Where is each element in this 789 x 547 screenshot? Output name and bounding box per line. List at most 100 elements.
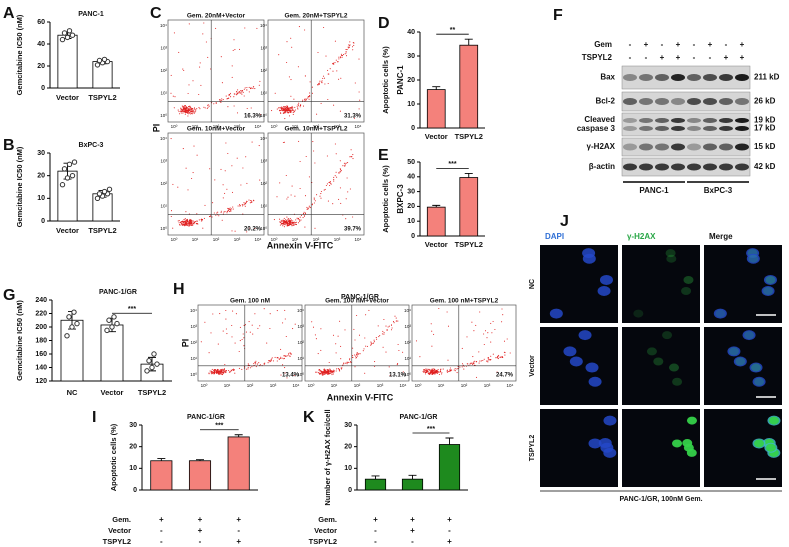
blot-band <box>655 74 669 81</box>
flow-dot <box>223 371 225 373</box>
flow-dot <box>365 314 367 316</box>
flow-dot <box>279 106 281 108</box>
flow-dot <box>191 113 193 115</box>
flow-dot <box>446 369 448 371</box>
row-label: Vector <box>529 355 536 377</box>
flow-dot <box>233 105 235 107</box>
flow-dot <box>286 61 288 64</box>
flow-dot <box>292 107 294 109</box>
flow-dot <box>225 142 227 144</box>
flow-dot <box>202 33 204 35</box>
flow-dot <box>438 371 440 373</box>
condition-sign: + <box>740 40 745 49</box>
flow-dot <box>345 362 347 364</box>
flow-dot <box>179 224 181 226</box>
x-tick-label: 10² <box>354 383 361 388</box>
flow-dot <box>461 347 463 349</box>
flow-dot <box>215 371 217 373</box>
foci <box>653 357 664 366</box>
flow-dot <box>221 82 223 84</box>
flow-dot <box>296 105 298 107</box>
flow-dot <box>357 355 359 357</box>
flow-dot <box>224 211 226 213</box>
flow-dot <box>441 373 443 375</box>
flow-dot <box>183 109 185 111</box>
condition-sign: + <box>708 40 713 49</box>
flow-dot <box>170 215 172 218</box>
flow-dot <box>332 62 334 64</box>
condition-sign: + <box>410 526 415 535</box>
flow-dot <box>269 313 271 315</box>
flow-dot <box>333 178 335 180</box>
flow-dot <box>170 138 172 140</box>
x-tick-label: 10³ <box>334 124 341 129</box>
flow-dot <box>322 372 324 374</box>
y-tick-label: 20 <box>407 203 415 210</box>
flow-dot <box>183 69 185 72</box>
flow-dot <box>194 109 196 111</box>
flow-dot <box>289 108 292 110</box>
flow-dot <box>252 87 254 89</box>
flow-dot <box>170 210 173 212</box>
flow-dot <box>302 99 304 101</box>
flow-dot <box>209 168 211 170</box>
flow-dot <box>256 363 259 365</box>
flow-dot <box>182 148 184 150</box>
flow-dot <box>330 372 332 374</box>
flow-dot <box>354 354 356 356</box>
flow-dot <box>224 192 226 194</box>
flow-dot <box>316 113 318 115</box>
flow-dot <box>285 220 287 222</box>
flow-dot <box>328 372 330 374</box>
flow-dot <box>231 324 233 327</box>
flow-dot <box>182 107 185 110</box>
y-tick-label: 0 <box>411 233 415 240</box>
nucleus <box>600 442 614 453</box>
flow-dot <box>284 224 286 226</box>
flow-dot <box>483 343 485 346</box>
flow-dot <box>358 58 360 60</box>
flow-dot <box>177 186 179 188</box>
flow-dot <box>447 359 449 361</box>
flow-dot <box>273 219 275 221</box>
flow-dot <box>271 357 273 359</box>
flow-dot <box>285 111 287 113</box>
flow-dot <box>332 334 335 336</box>
flow-dot <box>268 360 270 362</box>
x-tick-label: 10² <box>313 237 320 242</box>
chart-title: PANC-1/GR <box>99 289 137 296</box>
flow-dot <box>225 318 227 320</box>
flow-dot <box>249 227 251 229</box>
flow-dot <box>429 371 431 373</box>
flow-dot <box>284 372 286 374</box>
blot-band <box>671 143 685 151</box>
flow-dot <box>390 329 393 331</box>
foci <box>748 254 759 263</box>
flow-dot <box>287 354 290 356</box>
flow-dot <box>334 175 336 177</box>
flow-dot <box>255 360 257 362</box>
flow-dot <box>283 141 285 143</box>
flow-dot <box>373 339 375 341</box>
flow-dot <box>437 371 439 374</box>
foci <box>672 377 683 386</box>
flow-dot <box>172 183 174 185</box>
blot-band <box>735 118 749 123</box>
y-tick-label: 10² <box>260 181 267 186</box>
flow-dot <box>352 49 354 51</box>
flow-dot <box>222 330 224 332</box>
flow-dot <box>350 149 352 151</box>
flow-dot <box>472 356 474 358</box>
flow-dot <box>472 362 474 364</box>
flow-dot <box>348 44 351 46</box>
caption: PANC-1/GR, 100nM Gem. <box>619 496 702 503</box>
flow-dot <box>177 220 179 222</box>
y-tick-label: 20 <box>37 173 45 180</box>
flow-dot <box>312 141 314 143</box>
flow-dot <box>187 115 189 117</box>
flow-dot <box>182 68 184 70</box>
y-axis-label: Apoptotic cells (%) <box>109 423 118 491</box>
condition-label: Vector <box>314 526 337 535</box>
flow-dot <box>428 372 430 374</box>
header: PANC-1/GR <box>341 294 379 301</box>
